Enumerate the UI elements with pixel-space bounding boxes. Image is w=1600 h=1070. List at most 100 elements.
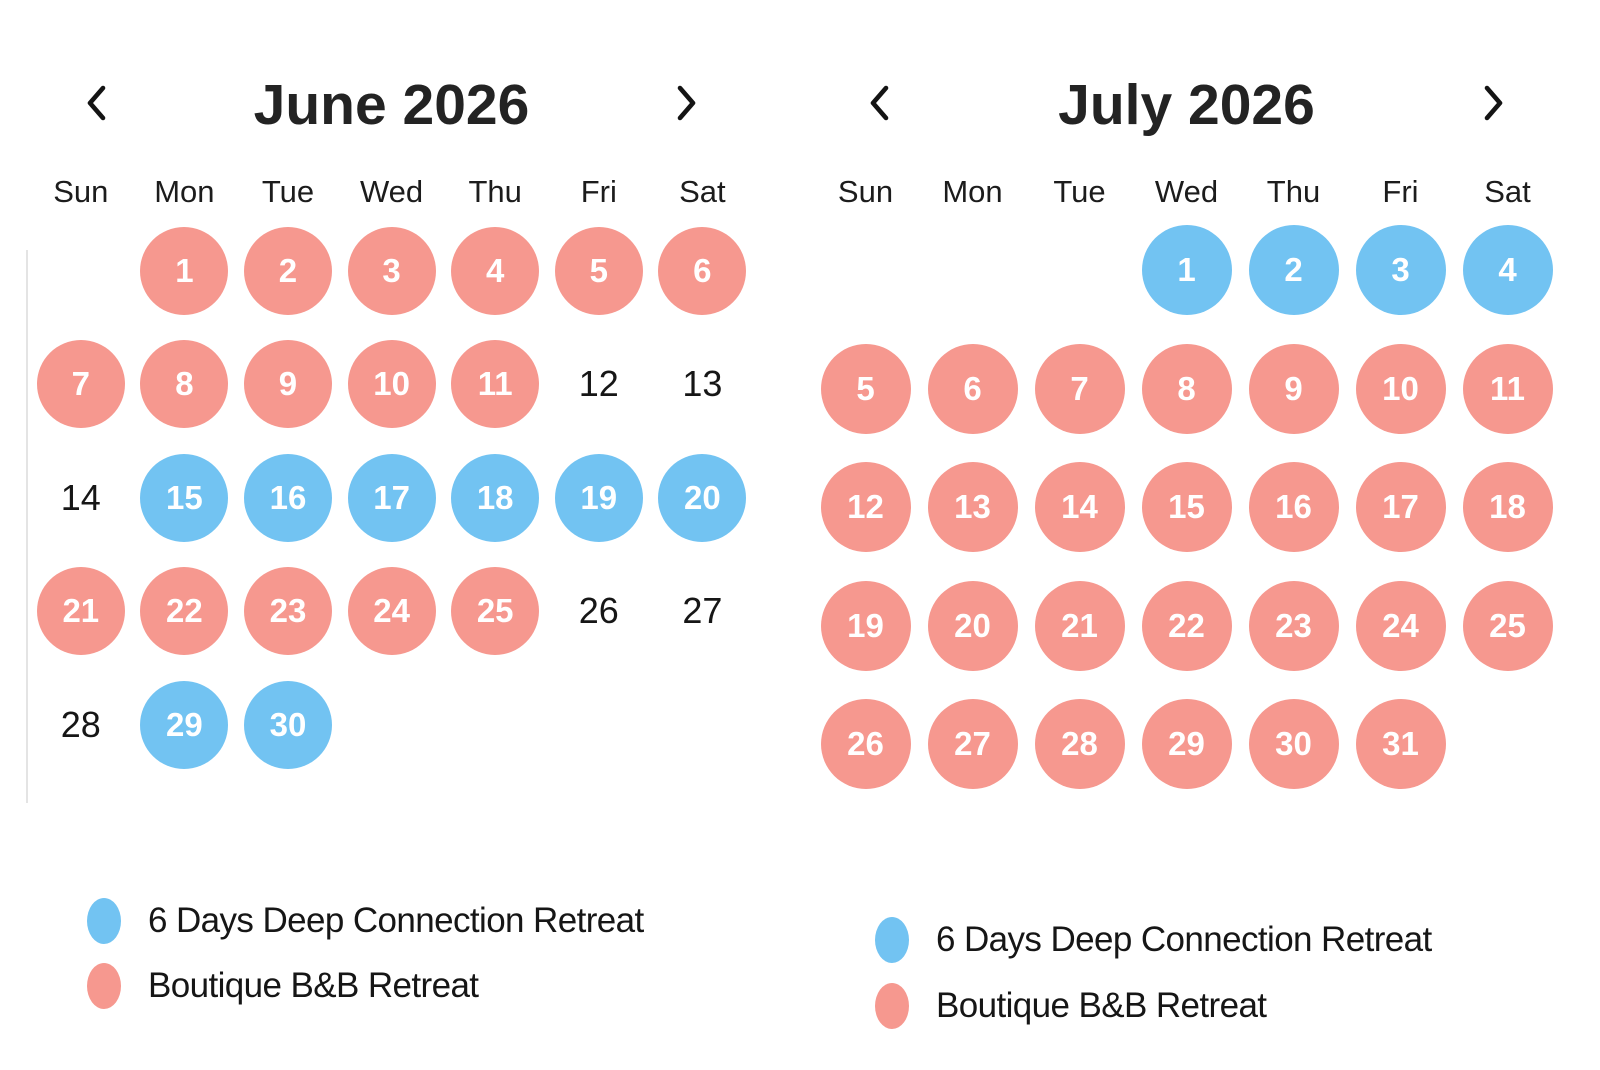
empty-day-cell — [29, 214, 133, 328]
prev-month-button[interactable] — [856, 80, 902, 126]
day-cell: 2 — [236, 214, 340, 328]
day-july-12[interactable]: 12 — [820, 462, 911, 553]
day-cell: 6 — [919, 330, 1026, 449]
day-july-24[interactable]: 24 — [1355, 580, 1446, 671]
day-june-7[interactable]: 7 — [36, 340, 125, 429]
day-june-29[interactable]: 29 — [140, 680, 229, 769]
day-july-31[interactable]: 31 — [1355, 699, 1446, 790]
day-june-1[interactable]: 1 — [140, 226, 229, 315]
day-cell: 5 — [547, 214, 651, 328]
day-june-21[interactable]: 21 — [36, 567, 125, 656]
day-cell: 17 — [340, 441, 444, 555]
day-june-6[interactable]: 6 — [658, 226, 747, 315]
day-july-17[interactable]: 17 — [1355, 462, 1446, 553]
weekday-label-mon: Mon — [942, 174, 1003, 209]
day-july-14[interactable]: 14 — [1034, 462, 1125, 553]
day-july-8[interactable]: 8 — [1141, 343, 1232, 434]
day-cell: 10 — [340, 328, 444, 442]
day-june-11[interactable]: 11 — [451, 340, 540, 429]
day-july-26[interactable]: 26 — [820, 699, 911, 790]
day-june-19[interactable]: 19 — [554, 453, 643, 542]
day-july-5[interactable]: 5 — [820, 343, 911, 434]
day-july-22[interactable]: 22 — [1141, 580, 1232, 671]
day-cell: 14 — [29, 441, 133, 555]
day-cell: 3 — [1347, 211, 1454, 330]
next-month-button[interactable] — [1471, 80, 1517, 126]
day-july-13[interactable]: 13 — [927, 462, 1018, 553]
day-july-10[interactable]: 10 — [1355, 343, 1446, 434]
day-cell: 26 — [812, 685, 919, 804]
next-month-button[interactable] — [664, 80, 710, 126]
day-june-22[interactable]: 22 — [140, 567, 229, 656]
day-cell: 10 — [1347, 330, 1454, 449]
weekday-header-row: Sun Mon Tue Wed Thu Fri Sat — [812, 168, 1561, 216]
day-cell: 19 — [812, 567, 919, 686]
day-june-9[interactable]: 9 — [243, 340, 332, 429]
day-july-11[interactable]: 11 — [1462, 343, 1553, 434]
day-cell: 20 — [919, 567, 1026, 686]
day-july-16[interactable]: 16 — [1248, 462, 1339, 553]
chevron-left-icon — [87, 85, 106, 121]
day-june-24[interactable]: 24 — [347, 567, 436, 656]
day-cell: 18 — [443, 441, 547, 555]
day-cell: 23 — [236, 555, 340, 669]
day-june-17[interactable]: 17 — [347, 453, 436, 542]
empty-day-cell — [443, 668, 547, 782]
day-july-29[interactable]: 29 — [1141, 699, 1232, 790]
day-cell: 2 — [1240, 211, 1347, 330]
day-june-16[interactable]: 16 — [243, 453, 332, 542]
day-july-20[interactable]: 20 — [927, 580, 1018, 671]
weekday-label-thu: Thu — [468, 174, 522, 209]
day-june-3[interactable]: 3 — [347, 226, 436, 315]
day-july-27[interactable]: 27 — [927, 699, 1018, 790]
day-cell: 30 — [236, 668, 340, 782]
day-june-30[interactable]: 30 — [243, 680, 332, 769]
weekday-label-sun: Sun — [837, 174, 894, 209]
empty-day-cell — [547, 668, 651, 782]
legend-label: Boutique B&B Retreat — [148, 966, 479, 1005]
day-july-15[interactable]: 15 — [1141, 462, 1232, 553]
day-july-18[interactable]: 18 — [1462, 462, 1553, 553]
day-july-1[interactable]: 1 — [1141, 225, 1232, 316]
day-july-28[interactable]: 28 — [1034, 699, 1125, 790]
day-july-6[interactable]: 6 — [927, 343, 1018, 434]
empty-day-cell — [919, 211, 1026, 330]
day-july-9[interactable]: 9 — [1248, 343, 1339, 434]
weekday-label-wed: Wed — [1154, 174, 1219, 209]
day-july-19[interactable]: 19 — [820, 580, 911, 671]
day-june-4[interactable]: 4 — [451, 226, 540, 315]
weekday-label-fri: Fri — [580, 174, 617, 209]
day-july-21[interactable]: 21 — [1034, 580, 1125, 671]
calendar-title: July 2026 — [1058, 73, 1315, 137]
day-july-2[interactable]: 2 — [1248, 225, 1339, 316]
day-cell: 4 — [443, 214, 547, 328]
day-june-8[interactable]: 8 — [140, 340, 229, 429]
day-july-7[interactable]: 7 — [1034, 343, 1125, 434]
day-june-5[interactable]: 5 — [554, 226, 643, 315]
weekday-label-sat: Sat — [1484, 174, 1531, 209]
day-july-30[interactable]: 30 — [1248, 699, 1339, 790]
legend: 6 Days Deep Connection Retreat Boutique B… — [875, 917, 1432, 1029]
legend-label: Boutique B&B Retreat — [936, 986, 1267, 1025]
chevron-right-icon — [677, 85, 696, 121]
day-grid: 1 2 3 4 5 6 7 8 9 10 11 12 13 14 15 16 17 18 19 20 21 22 23 24 2… — [29, 214, 754, 782]
day-june-20[interactable]: 20 — [658, 453, 747, 542]
day-june-25[interactable]: 25 — [451, 567, 540, 656]
prev-month-button[interactable] — [73, 80, 119, 126]
day-june-15[interactable]: 15 — [140, 453, 229, 542]
day-june-27: 27 — [682, 590, 723, 632]
day-july-25[interactable]: 25 — [1462, 580, 1553, 671]
legend: 6 Days Deep Connection Retreat Boutique B… — [87, 898, 644, 1009]
empty-day-cell — [812, 211, 919, 330]
day-july-23[interactable]: 23 — [1248, 580, 1339, 671]
day-july-3[interactable]: 3 — [1355, 225, 1446, 316]
day-june-18[interactable]: 18 — [451, 453, 540, 542]
legend-item-pink: Boutique B&B Retreat — [875, 983, 1432, 1029]
weekday-label-sat: Sat — [679, 174, 726, 209]
day-june-23[interactable]: 23 — [243, 567, 332, 656]
day-june-14: 14 — [60, 476, 101, 518]
day-july-4[interactable]: 4 — [1462, 225, 1553, 316]
day-june-10[interactable]: 10 — [347, 340, 436, 429]
day-june-2[interactable]: 2 — [243, 226, 332, 315]
